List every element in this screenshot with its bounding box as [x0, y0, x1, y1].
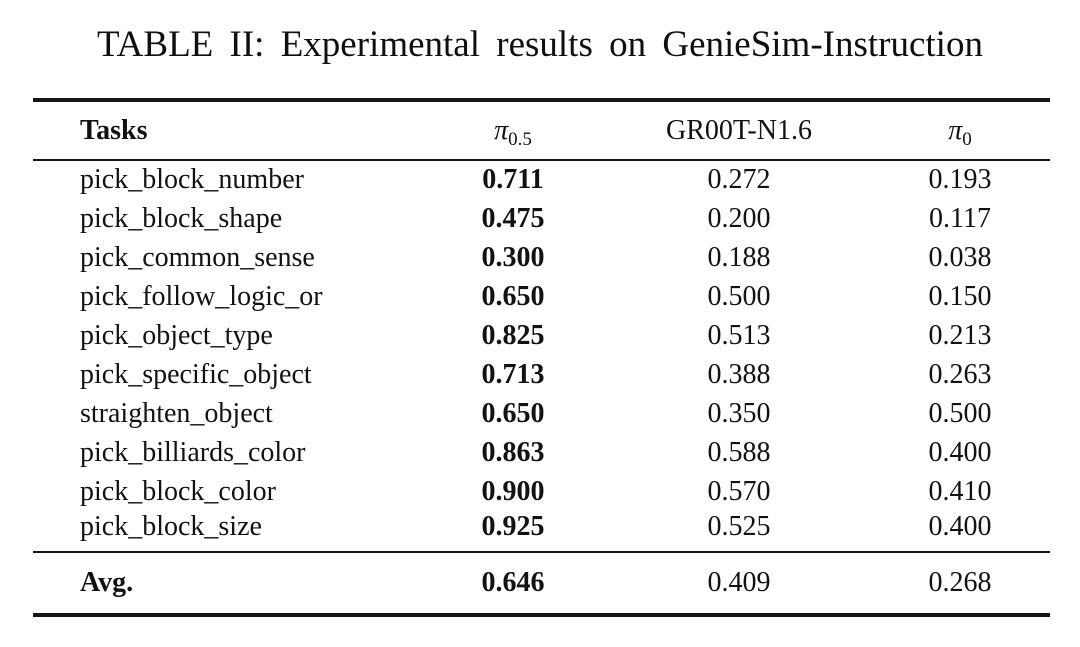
gr00t-value: 0.188 — [707, 241, 771, 273]
task-name: pick_block_color — [80, 475, 276, 507]
gr00t-value: 0.588 — [707, 436, 771, 468]
results-table-container: Tasks π0.5 GR00T-N1.6 π0 pick_block_numb… — [33, 98, 1050, 617]
table-body: pick_block_number 0.711 0.272 0.193 pick… — [33, 160, 1050, 552]
table-row: pick_specific_object 0.713 0.388 0.263 — [33, 355, 1050, 394]
table-header: Tasks π0.5 GR00T-N1.6 π0 — [33, 100, 1050, 161]
pi05-value: 0.650 — [481, 280, 545, 312]
task-name: pick_follow_logic_or — [80, 280, 323, 312]
pi0-value: 0.500 — [928, 397, 992, 429]
pi05-value: 0.925 — [481, 511, 545, 542]
col-header-pi05: π0.5 — [418, 100, 608, 161]
pi05-value: 0.900 — [481, 475, 545, 507]
results-table: Tasks π0.5 GR00T-N1.6 π0 pick_block_numb… — [33, 98, 1050, 617]
pi0-value: 0.263 — [928, 358, 992, 390]
table-row: pick_common_sense 0.300 0.188 0.038 — [33, 238, 1050, 277]
task-name: pick_common_sense — [80, 241, 315, 273]
table-row: pick_block_size 0.925 0.525 0.400 — [33, 511, 1050, 552]
gr00t-value: 0.500 — [707, 280, 771, 312]
pi05-average: 0.646 — [481, 567, 545, 598]
pi0-value: 0.038 — [928, 241, 992, 273]
task-name: straighten_object — [80, 397, 273, 429]
table-row: pick_block_color 0.900 0.570 0.410 — [33, 472, 1050, 511]
table-row: pick_billiards_color 0.863 0.588 0.400 — [33, 433, 1050, 472]
pi0-value: 0.150 — [928, 280, 992, 312]
pi05-value: 0.650 — [481, 397, 545, 429]
pi05-value: 0.711 — [482, 164, 544, 195]
gr00t-value: 0.388 — [707, 358, 771, 390]
task-name: pick_block_shape — [80, 202, 283, 234]
gr00t-value: 0.350 — [707, 397, 771, 429]
pi05-value: 0.475 — [481, 202, 545, 234]
gr00t-average: 0.409 — [707, 567, 771, 598]
gr00t-value: 0.525 — [707, 511, 771, 542]
table-row: pick_follow_logic_or 0.650 0.500 0.150 — [33, 277, 1050, 316]
pi05-value: 0.863 — [481, 436, 545, 468]
table-row: pick_block_number 0.711 0.272 0.193 — [33, 160, 1050, 199]
task-name: pick_block_size — [80, 511, 262, 542]
table-row: pick_block_shape 0.475 0.200 0.117 — [33, 199, 1050, 238]
header-row: Tasks π0.5 GR00T-N1.6 π0 — [33, 100, 1050, 161]
pi0-average: 0.268 — [928, 567, 992, 598]
pi05-value: 0.825 — [481, 319, 545, 351]
pi0-value: 0.400 — [928, 436, 992, 468]
task-name: pick_specific_object — [80, 358, 312, 390]
pi05-value: 0.713 — [481, 358, 545, 390]
pi05-value: 0.300 — [481, 241, 545, 273]
pi0-value: 0.193 — [928, 164, 992, 195]
pi05-subscript: 0.5 — [508, 128, 532, 150]
pi0-value: 0.410 — [928, 475, 992, 507]
gr00t-value: 0.513 — [707, 319, 771, 351]
gr00t-value: 0.570 — [707, 475, 771, 507]
task-name: pick_object_type — [80, 319, 273, 351]
average-label: Avg. — [80, 567, 134, 598]
pi0-value: 0.213 — [928, 319, 992, 351]
table-row: pick_object_type 0.825 0.513 0.213 — [33, 316, 1050, 355]
table-footer: Avg. 0.646 0.409 0.268 — [33, 552, 1050, 615]
average-row: Avg. 0.646 0.409 0.268 — [33, 552, 1050, 615]
pi-symbol: π — [494, 114, 509, 146]
table-row: straighten_object 0.650 0.350 0.500 — [33, 394, 1050, 433]
gr00t-value: 0.200 — [707, 202, 771, 234]
pi-symbol: π — [948, 114, 963, 146]
pi0-value: 0.117 — [929, 202, 991, 234]
col-header-tasks: Tasks — [33, 100, 418, 161]
table-caption: TABLE II: Experimental results on GenieS… — [97, 24, 983, 65]
col-header-pi0: π0 — [870, 100, 1050, 161]
col-header-gr00t: GR00T-N1.6 — [608, 100, 870, 161]
gr00t-value: 0.272 — [707, 164, 771, 195]
task-name: pick_block_number — [80, 164, 304, 195]
task-name: pick_billiards_color — [80, 436, 306, 468]
pi0-subscript: 0 — [962, 128, 972, 150]
pi0-value: 0.400 — [928, 511, 992, 542]
